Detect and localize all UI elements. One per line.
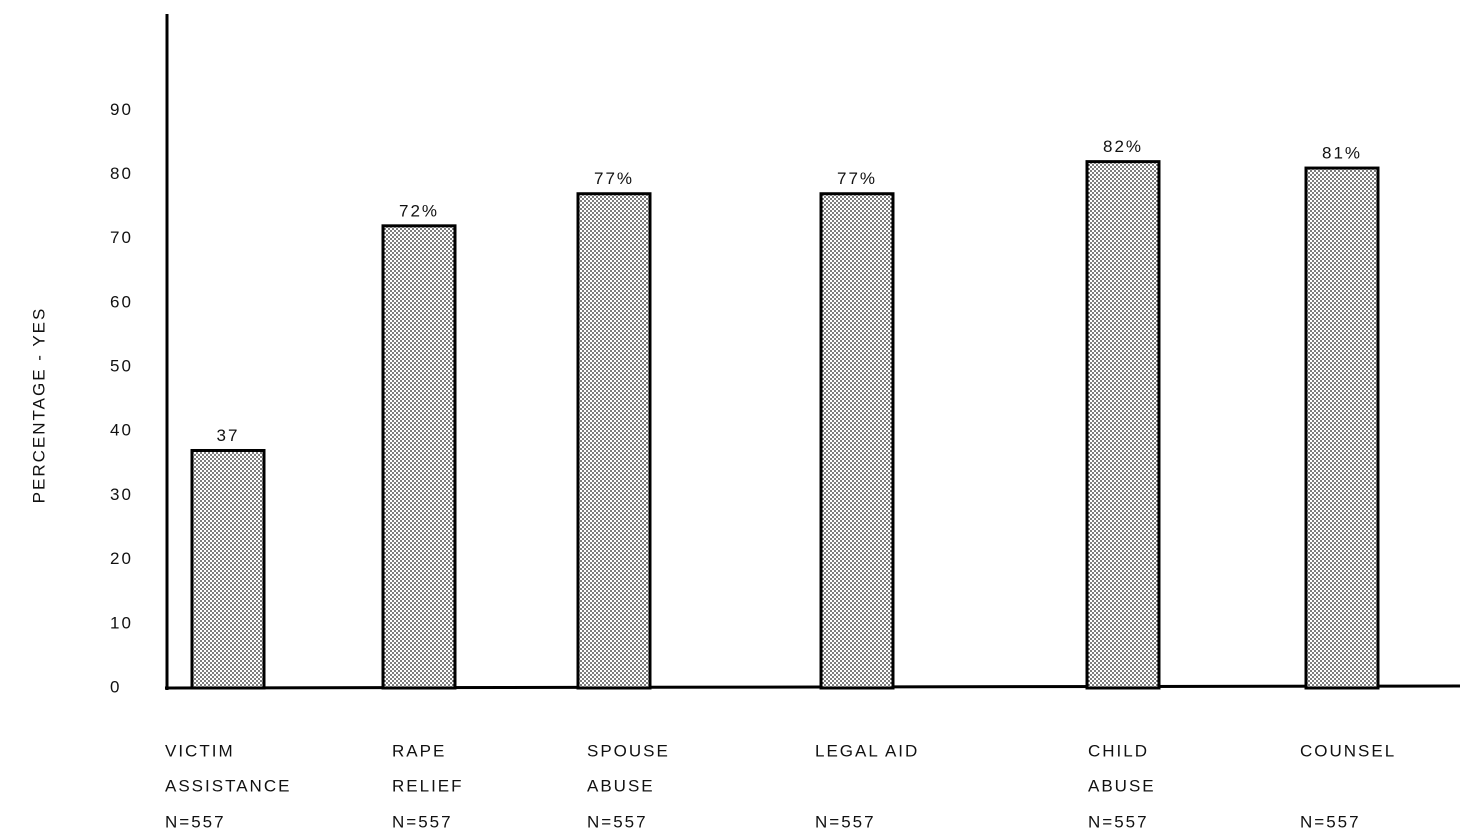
- x-tick-label: ASSISTANCE: [165, 776, 291, 795]
- x-tick-label: N=557: [392, 812, 453, 831]
- value-label: 81%: [1322, 144, 1362, 163]
- y-tick-label: 30: [110, 485, 133, 504]
- x-tick-label: N=557: [1300, 812, 1361, 831]
- y-tick-label: 40: [110, 421, 133, 440]
- x-tick-label: RELIEF: [392, 776, 464, 795]
- x-tick-label: N=557: [815, 812, 876, 831]
- value-label: 72%: [399, 201, 439, 220]
- y-tick-label: 10: [110, 613, 133, 632]
- y-tick-label: 0: [110, 677, 121, 696]
- bar: [576, 192, 652, 690]
- x-tick-label: ABUSE: [1088, 776, 1156, 795]
- y-tick-label: 60: [110, 292, 133, 311]
- bar: [1304, 166, 1380, 690]
- x-tick-label: VICTIM: [165, 741, 235, 760]
- x-axis: [164, 684, 1461, 690]
- value-label: 77%: [594, 169, 634, 188]
- y-tick-label: 90: [110, 100, 133, 119]
- y-axis-label: PERCENTAGE - YES: [29, 307, 48, 504]
- x-tick-label: SPOUSE: [587, 741, 670, 760]
- bar: [190, 448, 266, 690]
- bar: [381, 224, 457, 690]
- x-tick-label: N=557: [1088, 812, 1149, 831]
- bar: [819, 192, 895, 690]
- bar: [1085, 160, 1161, 690]
- y-tick-label: 20: [110, 549, 133, 568]
- x-tick-label: N=557: [587, 812, 648, 831]
- x-tick-label: CHILD: [1088, 741, 1149, 760]
- y-tick-label: 50: [110, 357, 133, 376]
- x-tick-label: LEGAL AID: [815, 741, 919, 760]
- value-label: 37: [217, 426, 240, 445]
- x-tick-label: ABUSE: [587, 776, 655, 795]
- y-tick-label: 80: [110, 164, 133, 183]
- value-label: 82%: [1103, 137, 1143, 156]
- x-tick-label: COUNSEL: [1300, 741, 1396, 760]
- x-tick-label: RAPE: [392, 741, 446, 760]
- x-tick-label: N=557: [165, 812, 226, 831]
- y-tick-label: 70: [110, 228, 133, 247]
- value-label: 77%: [837, 169, 877, 188]
